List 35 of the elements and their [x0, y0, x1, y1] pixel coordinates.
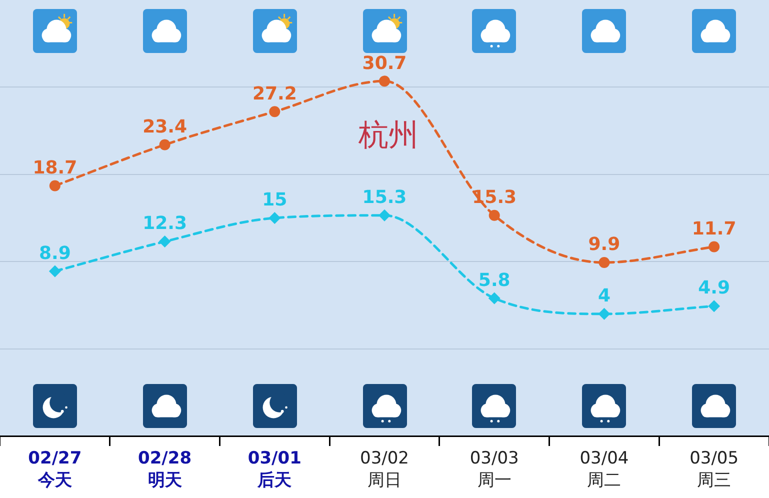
point: [159, 139, 170, 150]
point: [269, 106, 280, 118]
point: [158, 236, 171, 248]
text: 杭州: [357, 119, 418, 152]
data-label: 8.9: [38, 242, 71, 264]
point: [268, 212, 281, 224]
x-tick-label: 03/02 周日: [360, 448, 409, 491]
point: [49, 180, 60, 192]
data-label: 27.2: [252, 83, 297, 104]
x-tick-label: 03/04 周二: [580, 448, 629, 491]
data-label: 11.7: [692, 218, 736, 240]
point: [379, 76, 390, 87]
data-label: 15.3: [362, 187, 407, 208]
point: [598, 256, 610, 268]
point: [48, 265, 61, 278]
point: [488, 210, 500, 221]
x-tick-label: 03/05 周三: [690, 448, 739, 491]
data-label: 18.7: [32, 157, 78, 178]
x-tick-label: 02/27 今天: [28, 448, 82, 491]
data-label: 4.9: [698, 278, 730, 299]
point: [488, 292, 500, 304]
point: [708, 300, 720, 312]
data-label: 9.9: [588, 234, 620, 256]
point: [378, 209, 390, 222]
data-label: 5.8: [478, 270, 510, 291]
x-tick-label: 03/03 周一: [470, 448, 519, 491]
data-label: 4: [598, 286, 610, 307]
point: [708, 241, 720, 252]
data-label: 23.4: [142, 116, 187, 138]
data-label: 30.7: [362, 52, 407, 74]
point: [598, 308, 610, 320]
x-tick-label: 03/01 后天: [248, 448, 302, 491]
data-label: 12.3: [142, 213, 187, 234]
data-label: 15: [262, 190, 288, 211]
x-tick-label: 02/28 明天: [138, 448, 192, 491]
